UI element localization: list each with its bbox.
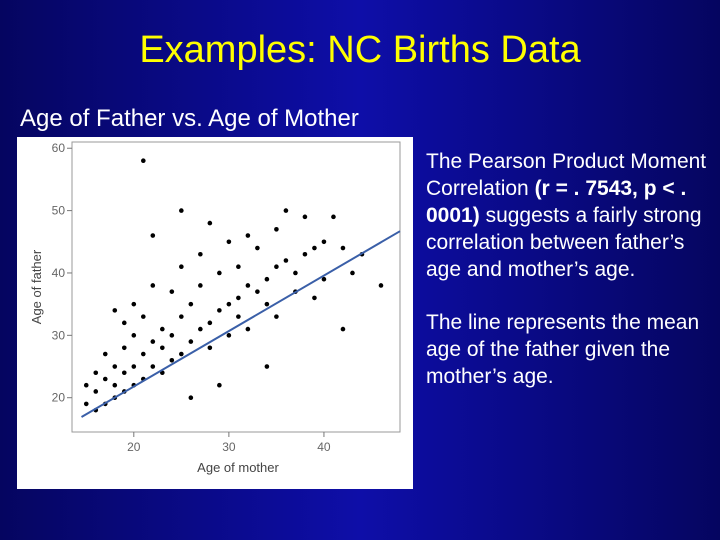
point <box>93 370 99 376</box>
point <box>302 251 308 257</box>
point <box>150 364 156 369</box>
point <box>226 239 232 245</box>
point <box>112 364 118 369</box>
point <box>150 283 156 288</box>
x-tick-label: 40 <box>317 440 331 454</box>
y-tick-label: 30 <box>52 328 66 342</box>
point <box>226 301 232 307</box>
point <box>93 389 99 394</box>
point <box>83 401 89 407</box>
point <box>150 339 156 344</box>
point <box>331 214 336 220</box>
point <box>131 301 137 307</box>
point <box>207 345 213 351</box>
point <box>121 345 127 351</box>
point <box>378 283 384 288</box>
y-tick-label: 20 <box>52 391 66 405</box>
fit-line <box>81 230 401 418</box>
point <box>217 270 222 276</box>
point <box>179 264 184 270</box>
point <box>102 351 108 357</box>
slide-title: Examples: NC Births Data <box>139 29 581 71</box>
point <box>198 251 203 257</box>
chart-panel <box>17 137 413 489</box>
point <box>340 326 346 332</box>
point <box>150 233 156 238</box>
y-tick-label: 50 <box>52 204 66 218</box>
point <box>160 345 165 351</box>
point <box>255 245 260 251</box>
point <box>274 227 279 232</box>
point <box>217 308 222 313</box>
point <box>121 320 127 326</box>
x-tick-label: 30 <box>222 440 236 454</box>
point <box>179 351 184 357</box>
point <box>245 283 251 288</box>
point <box>283 258 289 263</box>
point <box>188 301 194 307</box>
point <box>188 339 194 344</box>
point <box>131 333 137 338</box>
point <box>217 382 222 388</box>
text: The Pearson Product Moment Correlation <box>426 150 707 200</box>
x-tick-label: 20 <box>127 440 141 454</box>
paragraph: The line represents the mean age of the … <box>426 309 716 390</box>
point <box>169 333 175 338</box>
point <box>312 245 317 251</box>
point <box>312 295 317 301</box>
point <box>293 270 298 276</box>
point <box>112 382 118 388</box>
x-axis-title: Age of mother <box>197 460 279 475</box>
point <box>102 376 108 382</box>
point <box>141 351 146 357</box>
point <box>169 289 175 294</box>
point <box>226 333 232 338</box>
point <box>245 233 251 238</box>
point <box>236 264 241 270</box>
point <box>141 314 146 319</box>
point <box>112 308 118 313</box>
y-axis-title: Age of father <box>29 249 44 324</box>
point <box>340 245 346 251</box>
text: suggests a fairly strong correlation bet… <box>426 204 702 281</box>
point <box>321 239 327 245</box>
point <box>274 314 279 319</box>
point <box>121 370 127 376</box>
point <box>188 395 194 400</box>
point <box>131 364 137 369</box>
point <box>264 276 270 282</box>
point <box>255 289 260 294</box>
point <box>350 270 355 276</box>
point <box>198 283 203 288</box>
point <box>283 208 289 213</box>
plot-frame <box>71 141 401 433</box>
point <box>245 326 251 332</box>
text: The line represents the mean age of the … <box>426 311 700 388</box>
point <box>302 214 308 220</box>
point <box>207 220 213 226</box>
point <box>264 364 270 369</box>
stat: (r = . 7543, p < . 0001) <box>426 177 687 227</box>
point <box>321 276 327 282</box>
point <box>264 301 270 307</box>
point <box>236 314 241 319</box>
point <box>274 264 279 270</box>
point <box>198 326 203 332</box>
paragraph: The Pearson Product Moment Correlation (… <box>426 148 716 283</box>
point <box>179 314 184 319</box>
subtitle: Age of Father vs. Age of Mother <box>20 105 359 132</box>
point <box>236 295 241 301</box>
point <box>83 382 89 388</box>
point <box>141 158 146 164</box>
point <box>160 326 165 332</box>
text-body: The Pearson Product Moment Correlation (… <box>426 148 716 416</box>
point <box>179 208 184 213</box>
y-tick-label: 40 <box>52 266 66 280</box>
point <box>207 320 213 326</box>
y-tick-label: 60 <box>52 141 66 155</box>
point <box>169 357 175 363</box>
